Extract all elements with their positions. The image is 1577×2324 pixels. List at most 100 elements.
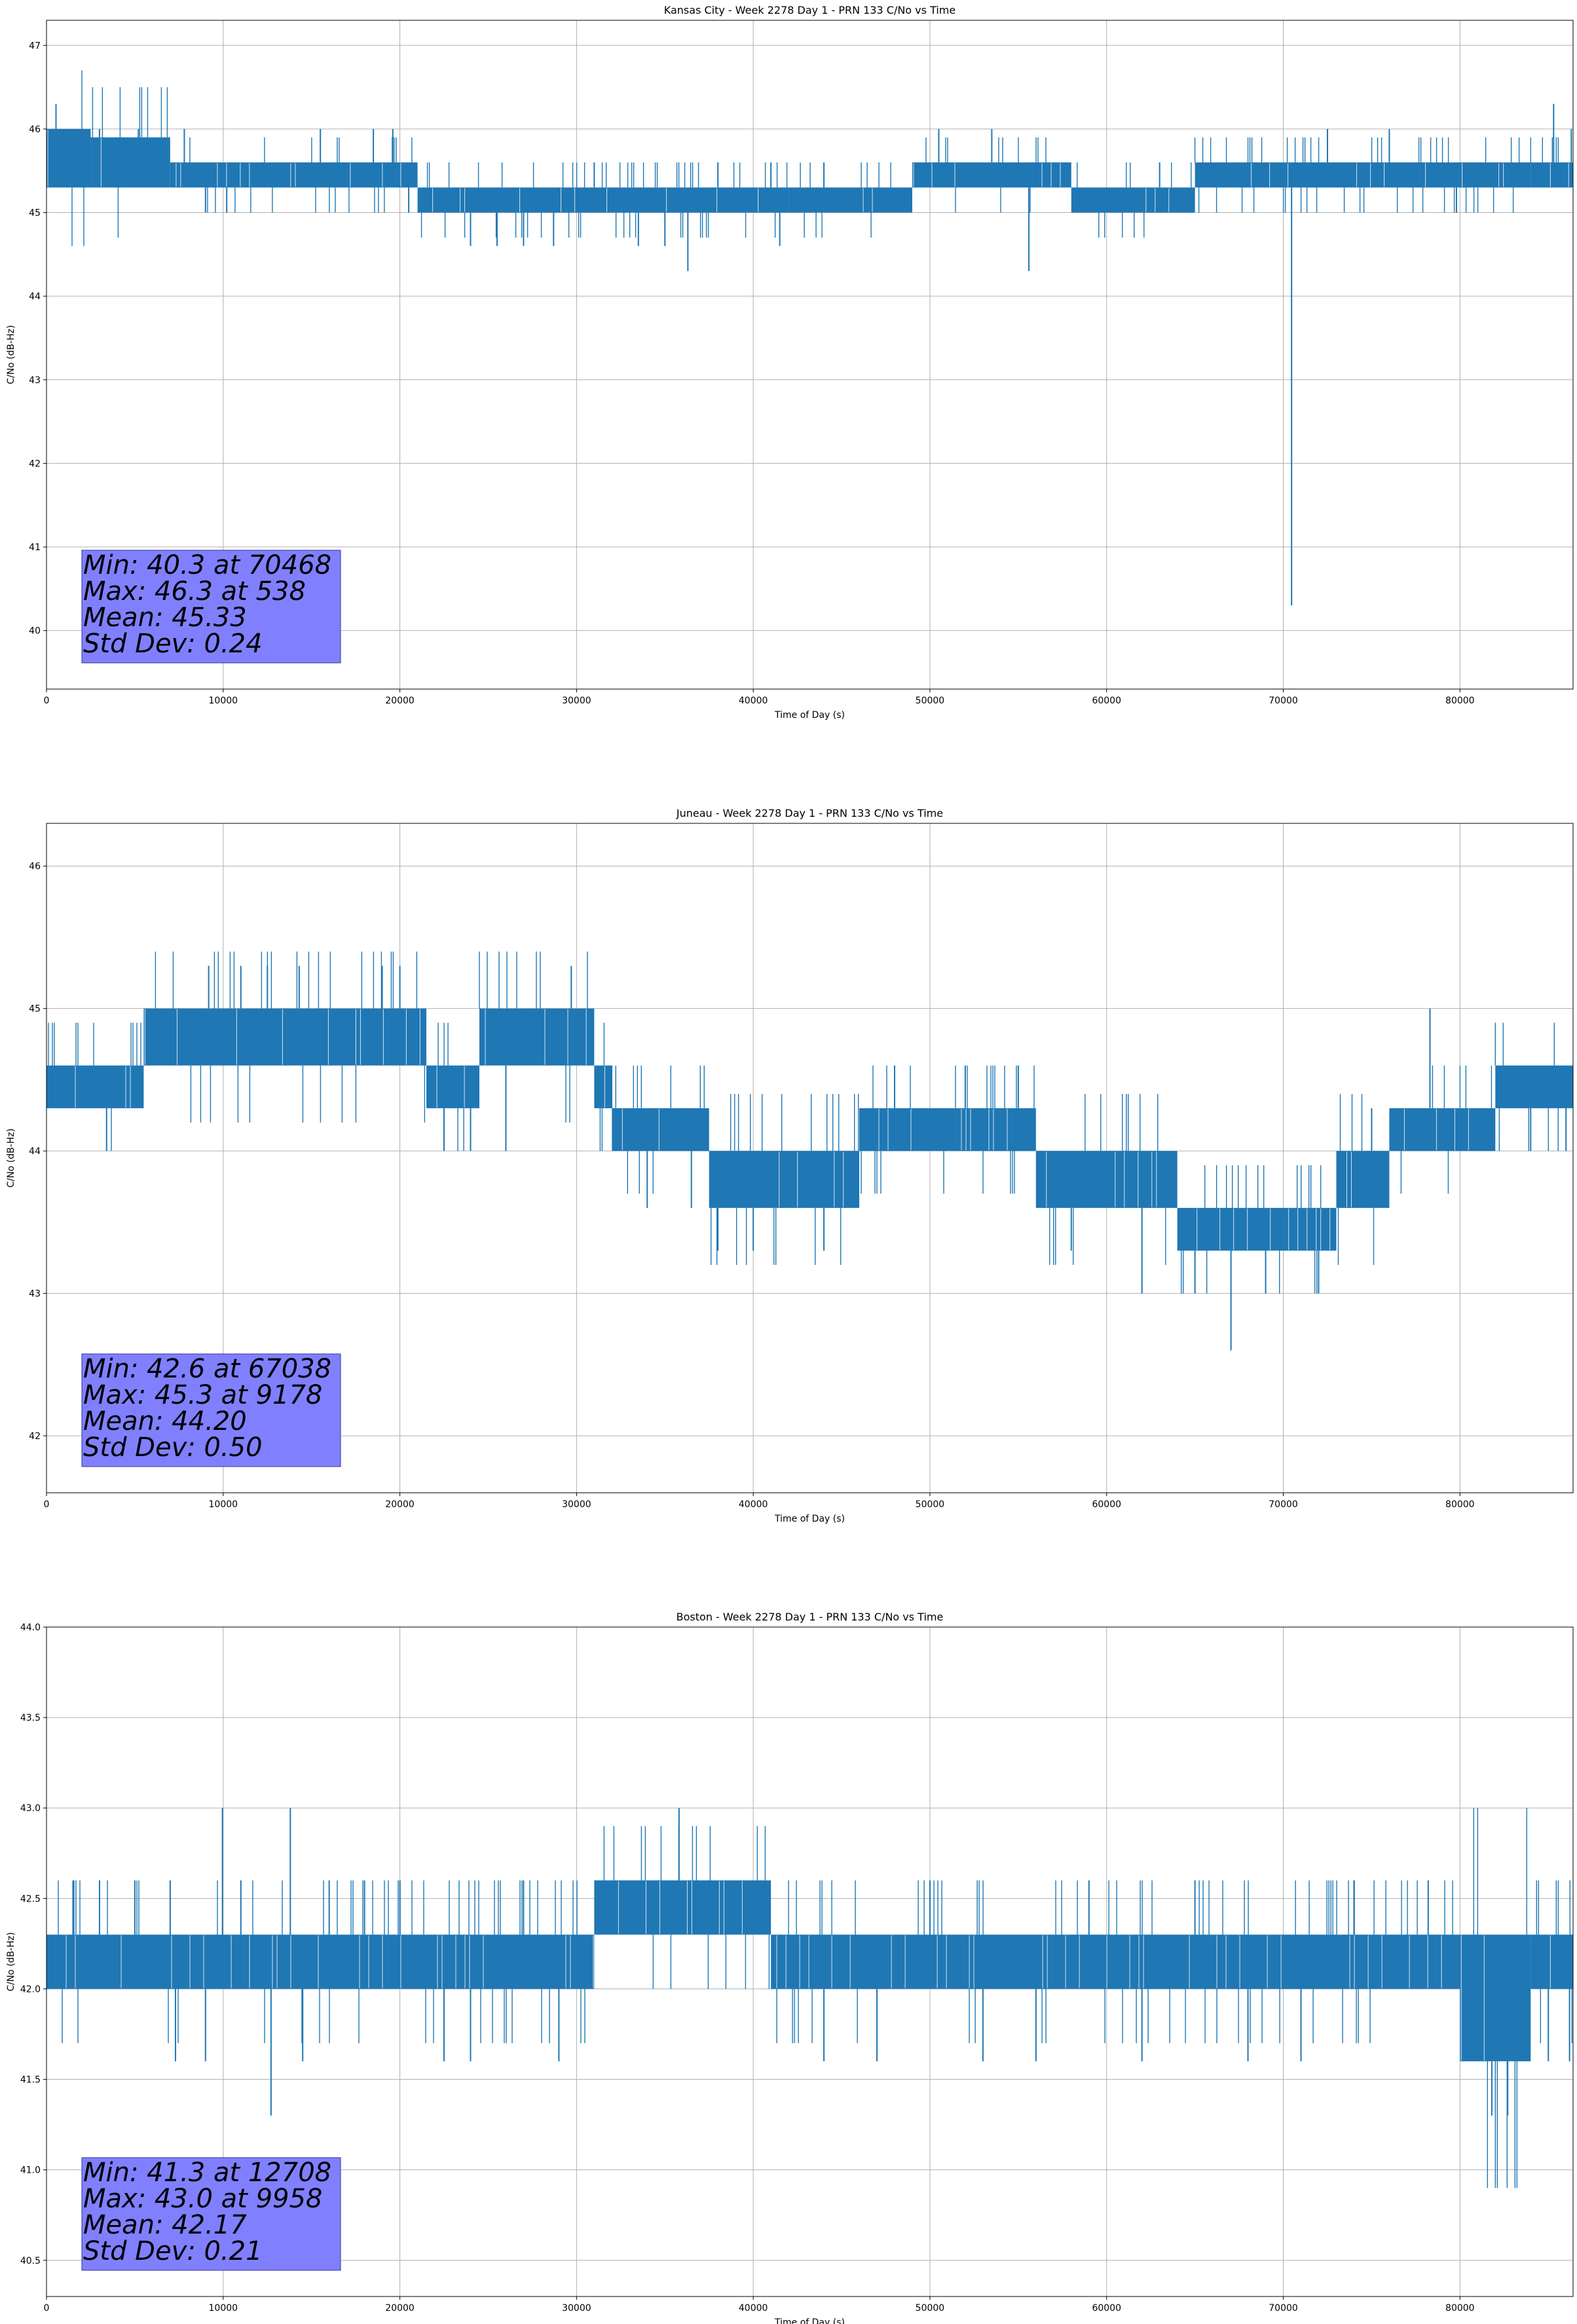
y-tick-label: 42 — [29, 459, 41, 469]
y-axis-label: C/No (dB-Hz) — [6, 325, 16, 384]
chart-panel-boston: Boston - Week 2278 Day 1 - PRN 133 C/No … — [6, 1611, 1574, 2324]
data-band — [46, 1934, 595, 1989]
data-texture — [1403, 1108, 1469, 1151]
plot-frame — [46, 20, 1574, 690]
data-jitter — [1473, 1808, 1527, 2188]
y-tick-label: 46 — [29, 124, 41, 135]
plot-frame — [46, 823, 1574, 1493]
x-tick-label: 20000 — [385, 696, 415, 706]
data-texture — [622, 1108, 659, 1151]
x-tick-label: 80000 — [1445, 2303, 1475, 2314]
x-tick-label: 20000 — [385, 1499, 415, 1510]
data-jitter — [800, 162, 891, 238]
data-jitter — [861, 1065, 1035, 1194]
stats-min: Min: 42.6 at 67038 — [83, 1354, 331, 1384]
y-tick-label: 44 — [29, 291, 41, 302]
chart-title: Juneau - Week 2278 Day 1 - PRN 133 C/No … — [676, 807, 943, 819]
stats-min: Min: 40.3 at 70468 — [83, 550, 331, 580]
data-jitter — [479, 951, 588, 1123]
y-tick-label: 41.5 — [20, 2075, 41, 2086]
stats-std-dev: Std Dev: 0.50 — [83, 1433, 263, 1463]
data-jitter — [1049, 1094, 1166, 1265]
data-band — [90, 137, 170, 188]
data-jitter — [776, 1880, 1453, 2044]
x-tick-label: 0 — [44, 2303, 50, 2314]
data-jitter — [925, 137, 1047, 213]
stats-max: Max: 43.0 at 9958 — [83, 2184, 322, 2214]
data-band — [612, 1108, 709, 1152]
data-series — [46, 1808, 1573, 2188]
data-band — [1336, 1151, 1390, 1209]
x-tick-label: 50000 — [916, 1499, 945, 1510]
x-tick-label: 0 — [44, 696, 50, 706]
stats-mean: Mean: 45.33 — [83, 603, 247, 633]
stats-box: Min: 42.6 at 67038 Max: 45.3 at 9178 Mea… — [81, 1353, 341, 1467]
data-jitter — [1337, 1094, 1375, 1265]
grid — [46, 20, 1573, 689]
data-jitter — [420, 162, 788, 238]
data-jitter — [611, 1065, 705, 1194]
stats-std-dev: Std Dev: 0.24 — [83, 629, 263, 659]
data-texture — [436, 1066, 465, 1108]
x-tick-label: 40000 — [739, 2303, 768, 2314]
data-texture — [65, 1935, 594, 1989]
x-tick-label: 50000 — [916, 2303, 945, 2314]
data-jitter — [1181, 1165, 1322, 1294]
x-tick-label: 30000 — [562, 696, 591, 706]
x-tick-label: 40000 — [739, 696, 768, 706]
data-jitter — [92, 87, 168, 238]
x-tick-label: 30000 — [562, 1499, 591, 1510]
data-texture — [1046, 1152, 1157, 1208]
stats-std-dev: Std Dev: 0.21 — [83, 2236, 263, 2266]
data-jitter — [71, 70, 84, 246]
y-tick-label: 43.5 — [20, 1713, 41, 1723]
data-band — [1195, 162, 1531, 188]
x-tick-label: 10000 — [209, 2303, 238, 2314]
data-band — [709, 1151, 860, 1209]
data-jitter — [1530, 137, 1559, 162]
y-tick-label: 41.0 — [20, 2165, 41, 2176]
stats-box-background — [81, 1353, 341, 1467]
data-band — [1389, 1108, 1496, 1152]
data-texture — [144, 1009, 420, 1065]
chart-title: Boston - Week 2278 Day 1 - PRN 133 C/No … — [677, 1611, 944, 1623]
x-tick-label: 40000 — [739, 1499, 768, 1510]
data-texture — [485, 1009, 587, 1065]
data-texture — [1251, 162, 1504, 187]
y-tick-label: 43 — [29, 375, 41, 386]
stats-box: Min: 40.3 at 70468 Max: 46.3 at 538 Mean… — [81, 550, 341, 664]
axis-ticks: 0 10000 20000 30000 40000 50000 60000 70000 8000… — [29, 861, 1474, 1510]
data-texture — [1549, 162, 1569, 187]
data-texture — [1145, 188, 1170, 212]
data-texture — [863, 188, 873, 212]
data-jitter — [58, 1880, 585, 2044]
y-tick-label: 41 — [29, 542, 41, 553]
y-tick-label: 45 — [29, 208, 41, 219]
data-texture — [1346, 1152, 1352, 1208]
data-texture — [1460, 1935, 1485, 2061]
stats-box: Min: 41.3 at 12708 Max: 43.0 at 9958 Mea… — [81, 2157, 341, 2271]
data-jitter — [48, 1022, 141, 1152]
x-tick-label: 60000 — [1092, 1499, 1121, 1510]
stats-box-background — [81, 550, 341, 664]
axis-ticks: 0 10000 20000 30000 40000 50000 60000 70000 8000… — [20, 1622, 1475, 2314]
data-jitter — [1077, 162, 1192, 238]
y-tick-label: 42.0 — [20, 1984, 41, 1995]
x-tick-label: 70000 — [1269, 1499, 1298, 1510]
data-band — [170, 162, 418, 188]
stats-box-background — [81, 2157, 341, 2271]
data-band — [859, 1108, 1036, 1152]
x-tick-label: 80000 — [1445, 696, 1475, 706]
stats-max: Max: 46.3 at 538 — [83, 576, 306, 607]
data-jitter — [437, 1022, 464, 1152]
stats-max: Max: 45.3 at 9178 — [83, 1380, 322, 1410]
plot-frame — [46, 1626, 1574, 2297]
data-jitter — [1400, 1065, 1493, 1194]
data-band — [594, 1065, 612, 1108]
y-tick-label: 42.5 — [20, 1894, 41, 1904]
data-jitter — [189, 137, 413, 213]
data-texture — [75, 1066, 131, 1108]
chart-panel-juneau: Juneau - Week 2278 Day 1 - PRN 133 C/No … — [6, 807, 1574, 1524]
y-tick-label: 40.5 — [20, 2256, 41, 2266]
